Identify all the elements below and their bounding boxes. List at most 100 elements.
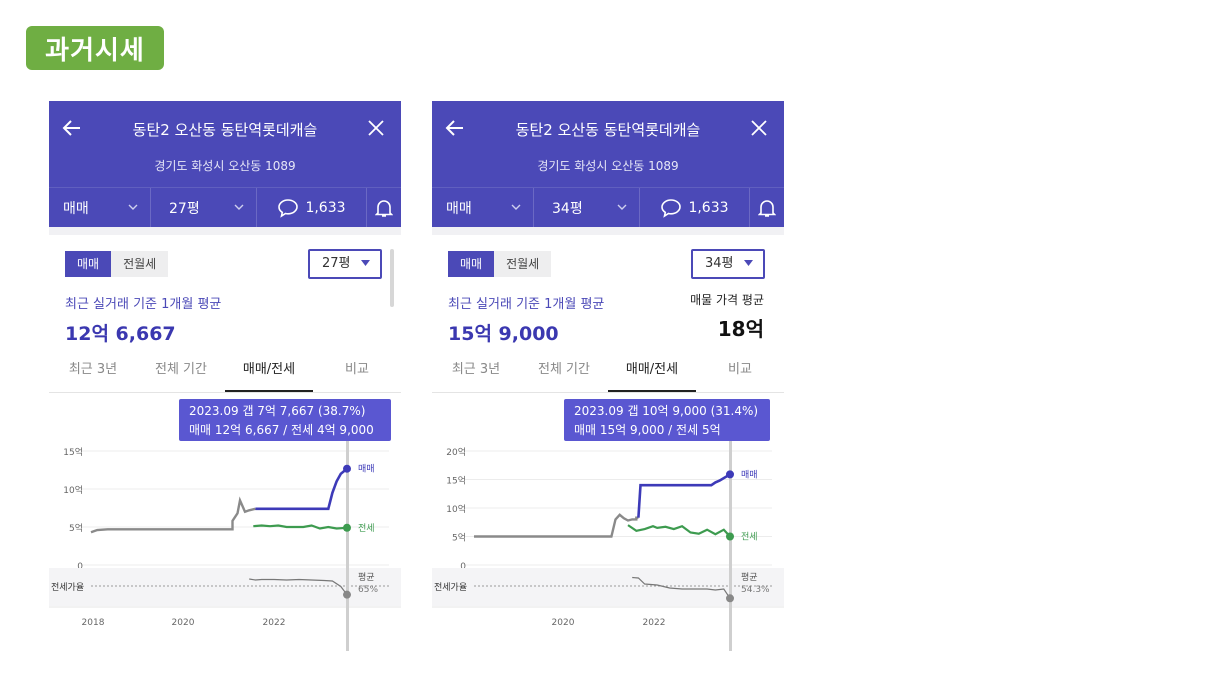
- y-tick-label: 10억: [446, 503, 466, 515]
- size-dropdown[interactable]: 27평: [308, 249, 382, 279]
- x-tick-label: 2020: [172, 618, 195, 628]
- ratio-axis-label: 전세가율: [434, 582, 467, 593]
- price-caption: 최근 실거래 기준 1개월 평균: [65, 297, 222, 312]
- hover-cursor: [346, 414, 349, 651]
- scrollbar[interactable]: [390, 249, 394, 307]
- sale-line-history: [90, 496, 256, 534]
- control-bar: 매매 34평 1,633: [432, 187, 784, 228]
- tab-sale-jeonse[interactable]: 매매/전세: [225, 357, 313, 392]
- panel-header: 동탄2 오산동 동탄역롯데캐슬 경기도 화성시 오산동 1089 매매 27평 …: [49, 101, 401, 228]
- tab-sale-jeonse[interactable]: 매매/전세: [608, 357, 696, 392]
- jeonse-series-label: 전세: [741, 532, 758, 543]
- jeonse-point: [726, 532, 734, 541]
- avg-ratio-value: 65%: [358, 585, 378, 595]
- period-tabs: 최근 3년 전체 기간 매매/전세 비교: [432, 357, 784, 393]
- sale-series-label: 매매: [358, 464, 375, 475]
- deal-toggle: 매매 전월세: [448, 251, 552, 277]
- jeonse-line: [253, 524, 348, 530]
- toggle-rent[interactable]: 전월세: [111, 251, 169, 277]
- tab-recent-3y[interactable]: 최근 3년: [451, 362, 501, 377]
- price-caption: 최근 실거래 기준 1개월 평균: [448, 297, 605, 312]
- tab-all-period[interactable]: 전체 기간: [538, 362, 590, 377]
- comments-button[interactable]: 1,633: [640, 188, 750, 228]
- sale-point: [343, 464, 351, 473]
- y-tick-label: 10억: [63, 484, 83, 496]
- tab-all-period[interactable]: 전체 기간: [155, 362, 207, 377]
- tab-compare[interactable]: 비교: [728, 362, 752, 377]
- panel-header: 동탄2 오산동 동탄역롯데캐슬 경기도 화성시 오산동 1089 매매 34평 …: [432, 101, 784, 228]
- ratio-axis-label: 전세가율: [51, 582, 84, 593]
- recent-price: 15억 9,000: [448, 323, 559, 345]
- toggle-sale[interactable]: 매매: [65, 251, 112, 277]
- tab-compare[interactable]: 비교: [345, 362, 369, 377]
- chevron-down-icon: [128, 204, 138, 210]
- complex-address: 경기도 화성시 오산동 1089: [537, 159, 679, 173]
- ask-price-caption: 매물 가격 평균: [690, 293, 764, 307]
- jeonse-point: [343, 523, 351, 532]
- complex-title: 동탄2 오산동 동탄역롯데캐슬: [132, 121, 318, 139]
- jeonse-series-label: 전세: [358, 523, 375, 534]
- bell-icon: [758, 200, 776, 217]
- control-bar: 매매 27평 1,633: [49, 187, 401, 228]
- size-select[interactable]: 27평: [151, 188, 257, 228]
- ratio-line: [632, 576, 731, 599]
- back-arrow-icon[interactable]: [444, 117, 466, 139]
- deal-toggle: 매매 전월세: [65, 251, 169, 277]
- ratio-line: [249, 578, 348, 596]
- trade-type-label: 매매: [63, 201, 89, 217]
- close-icon[interactable]: [367, 119, 385, 137]
- size-select[interactable]: 34평: [534, 188, 640, 228]
- tooltip-price-line: 매매 15억 9,000 / 전세 5억: [574, 423, 721, 437]
- tab-recent-3y[interactable]: 최근 3년: [68, 362, 118, 377]
- sale-line: [255, 467, 348, 511]
- y-tick-label: 0: [77, 562, 83, 572]
- y-tick-label: 20억: [446, 446, 466, 458]
- comments-button[interactable]: 1,633: [257, 188, 367, 228]
- x-tick-label: 2018: [82, 618, 105, 628]
- complex-title: 동탄2 오산동 동탄역롯데캐슬: [515, 121, 701, 139]
- y-tick-label: 15억: [63, 446, 83, 458]
- size-label: 27평: [169, 201, 200, 217]
- back-arrow-icon[interactable]: [61, 117, 83, 139]
- y-tick-label: 5억: [69, 522, 83, 534]
- comment-count: 1,633: [305, 200, 346, 216]
- trade-type-select[interactable]: 매매: [432, 188, 534, 228]
- tooltip-box: [179, 399, 391, 441]
- toggle-rent[interactable]: 전월세: [494, 251, 552, 277]
- ratio-band: [49, 568, 401, 606]
- size-dropdown[interactable]: 34평: [691, 249, 765, 279]
- alert-button[interactable]: [367, 188, 401, 228]
- period-tabs: 최근 3년 전체 기간 매매/전세 비교: [49, 357, 401, 393]
- divider-band: [432, 227, 784, 235]
- dropdown-triangle-icon: [361, 260, 370, 266]
- y-tick-label: 5억: [452, 532, 466, 544]
- chevron-down-icon: [234, 204, 244, 210]
- avg-label: 평균: [741, 572, 758, 583]
- toggle-sale[interactable]: 매매: [448, 251, 495, 277]
- avg-ratio-value: 54.3%: [741, 585, 770, 595]
- alert-button[interactable]: [750, 188, 784, 228]
- chevron-down-icon: [511, 204, 521, 210]
- hover-cursor: [729, 414, 732, 651]
- price-history-panel-27: 동탄2 오산동 동탄역롯데캐슬 경기도 화성시 오산동 1089 매매 27평 …: [49, 101, 401, 651]
- x-tick-label: 2020: [552, 618, 575, 628]
- jeonse-line: [627, 524, 731, 538]
- y-tick-label: 0: [460, 562, 466, 572]
- sale-series-label: 매매: [741, 469, 758, 480]
- ask-price-value: 18억: [717, 317, 764, 341]
- x-tick-label: 2022: [263, 618, 286, 628]
- y-tick-label: 15억: [446, 475, 466, 487]
- chevron-down-icon: [617, 204, 627, 210]
- price-history-panel-34: 동탄2 오산동 동탄역롯데캐슬 경기도 화성시 오산동 1089 매매 34평 …: [432, 101, 784, 651]
- tooltip-gap-line: 2023.09 갭 10억 9,000 (31.4%): [574, 404, 758, 418]
- tooltip-gap-line: 2023.09 갭 7억 7,667 (38.7%): [189, 404, 365, 418]
- complex-address: 경기도 화성시 오산동 1089: [154, 159, 296, 173]
- dropdown-triangle-icon: [744, 260, 753, 266]
- trade-type-select[interactable]: 매매: [49, 188, 151, 228]
- tooltip-box: [564, 399, 770, 441]
- close-icon[interactable]: [750, 119, 768, 137]
- comment-count: 1,633: [688, 200, 729, 216]
- size-dropdown-label: 27평: [322, 256, 351, 271]
